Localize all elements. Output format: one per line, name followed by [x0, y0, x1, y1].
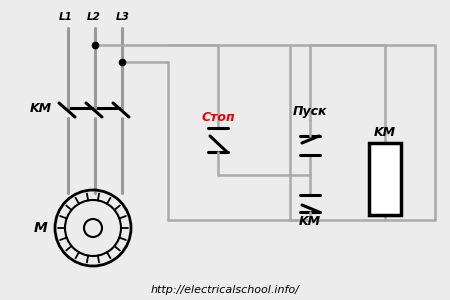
Text: KM: KM: [30, 101, 52, 115]
Text: Пуск: Пуск: [293, 105, 327, 118]
Text: L2: L2: [87, 12, 101, 22]
Text: http://electricalschool.info/: http://electricalschool.info/: [151, 285, 299, 295]
Text: KM: KM: [374, 126, 396, 139]
Text: KM: KM: [299, 215, 321, 228]
Text: M: M: [33, 221, 47, 235]
Text: Стоп: Стоп: [201, 111, 235, 124]
Text: L1: L1: [59, 12, 73, 22]
Bar: [369, 143, 401, 215]
Text: L3: L3: [116, 12, 130, 22]
